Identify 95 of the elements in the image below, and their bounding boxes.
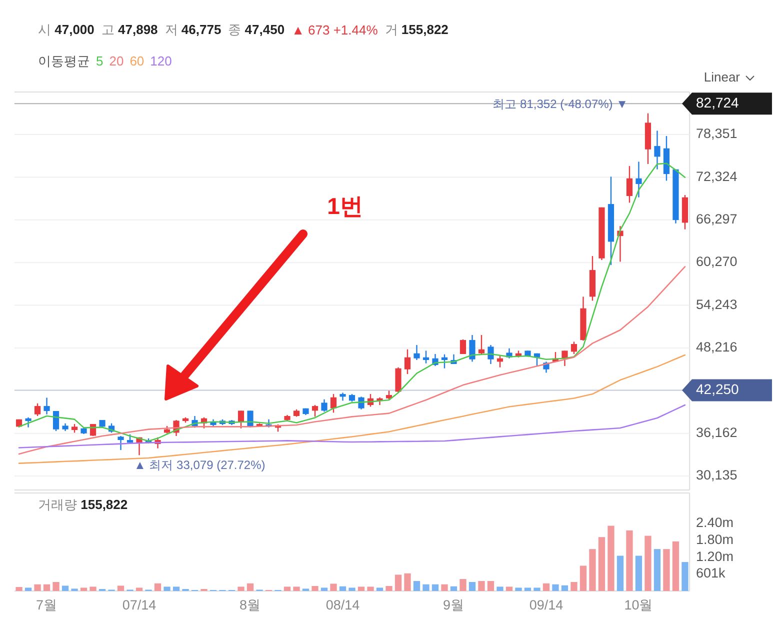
text: 고 47,898: [101, 22, 158, 38]
bar: [608, 526, 614, 591]
bar: [524, 588, 532, 591]
bar: [376, 588, 384, 591]
y-tick-label: 36,162: [696, 424, 738, 440]
annotation: 1번: [327, 193, 363, 220]
bar: [358, 586, 365, 591]
ref-line-label: 82,724: [696, 94, 740, 110]
bar: [238, 586, 244, 591]
y-tick-label: 60,270: [696, 254, 738, 270]
x-tick-label: 7월: [36, 598, 58, 613]
bar: [52, 582, 60, 591]
bar: [478, 581, 485, 591]
bar: [496, 586, 504, 591]
x-tick-label: 08/14: [326, 598, 360, 613]
bar: [293, 586, 300, 591]
bar: [468, 582, 476, 591]
bar: [432, 584, 439, 591]
annotation: 최고 81,352 (-48.07%) ▼: [492, 97, 628, 112]
bar: [136, 588, 143, 591]
ref-line-label: 42,250: [696, 380, 740, 397]
x-tick-label: 09/14: [529, 598, 564, 613]
bar: [552, 584, 559, 591]
y-tick-label: 48,216: [696, 340, 738, 355]
bar: [34, 584, 41, 591]
bar: [654, 549, 661, 591]
bar: [330, 584, 337, 591]
bar: [348, 588, 356, 591]
bar: [90, 586, 96, 591]
bar: [441, 584, 448, 591]
bar: [663, 549, 670, 591]
text: 종 47,450: [228, 22, 285, 38]
text: 시 47,000: [38, 22, 94, 38]
x-tick-label: 10월: [624, 598, 654, 613]
line-series: [18, 266, 686, 455]
bar: [386, 586, 392, 591]
bar: [246, 583, 254, 591]
price-tag: 42,250: [682, 379, 772, 402]
y-tick-label: 1.80m: [696, 532, 734, 547]
y-tick-label: 2.40m: [696, 514, 734, 530]
y-tick-label: 30,135: [696, 468, 738, 483]
bar: [515, 588, 522, 591]
bar: [561, 585, 568, 591]
bar: [320, 588, 328, 591]
bar: [394, 574, 402, 591]
bar: [570, 582, 578, 591]
bar: [80, 588, 88, 591]
bar: [24, 588, 32, 591]
x-tick-label: 07/14: [122, 598, 157, 613]
bar: [542, 583, 550, 591]
bar: [339, 586, 346, 591]
y-tick-label: 72,324: [696, 168, 738, 184]
bar: [413, 581, 420, 591]
bar: [154, 583, 162, 591]
bar: [598, 537, 606, 591]
annotation: ▲ 최저 33,079 (27.72%): [134, 458, 266, 472]
legend: 이동평균 5 20 60 120: [38, 53, 172, 68]
bar: [43, 584, 50, 591]
y-tick-label: 66,297: [696, 211, 738, 226]
bar: [312, 586, 318, 591]
price-tag: 82,724: [682, 92, 772, 115]
bar: [62, 586, 69, 591]
text: Linear: [704, 69, 741, 84]
bar: [404, 573, 411, 591]
bar: [367, 586, 374, 591]
y-tick-label: 54,243: [696, 296, 738, 312]
bar: [682, 562, 688, 591]
text: ▲ 673 +1.44%: [292, 22, 378, 38]
y-tick-label: 1.20m: [696, 548, 734, 564]
y-tick-label: 78,351: [696, 126, 738, 142]
bar: [422, 584, 430, 591]
bar: [672, 541, 680, 591]
bar: [580, 566, 587, 591]
x-tick-label: 8월: [240, 598, 262, 613]
bar: [635, 556, 642, 591]
bar: [450, 586, 458, 591]
annotation: 거래량 155,822: [38, 497, 128, 512]
bar: [172, 586, 180, 591]
text: 저 46,775: [164, 22, 222, 38]
bar: [16, 587, 22, 591]
bar: [284, 586, 291, 591]
bar: [616, 556, 624, 591]
y-tick-label: 601k: [696, 566, 726, 581]
bar: [164, 586, 170, 591]
line-series: [18, 404, 686, 448]
bar: [644, 536, 652, 591]
x-tick-label: 9월: [442, 598, 464, 613]
bar: [487, 581, 494, 591]
bar: [117, 586, 124, 591]
bar: [626, 530, 633, 591]
text: 거 155,822: [384, 22, 448, 38]
bar: [534, 588, 540, 591]
bar: [506, 586, 513, 591]
bar: [589, 549, 596, 591]
bar: [460, 579, 466, 591]
